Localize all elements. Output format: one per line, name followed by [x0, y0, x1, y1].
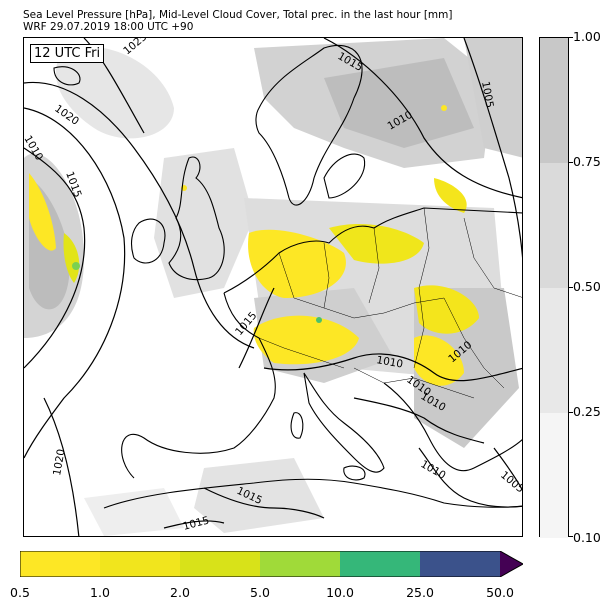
cloud-tick-label: 0.25	[573, 404, 601, 419]
cloud-tick-label: 0.75	[573, 154, 601, 169]
chart-subtitle: WRF 29.07.2019 18:00 UTC +90	[23, 21, 194, 33]
precipitation-layer	[29, 105, 479, 386]
precip-segment	[180, 551, 260, 577]
cloud-segment	[540, 288, 568, 413]
precipitation-colorbar	[20, 551, 523, 577]
precip-segment	[100, 551, 180, 577]
isobar-label: 1005	[479, 80, 495, 108]
isobar-label: 1020	[51, 448, 67, 476]
cloud-tick-mark	[569, 536, 573, 537]
map-canvas: 1025 1020 1010 1015 1015 1005 1010 1015 …	[24, 38, 522, 536]
precip-tick-label: 50.0	[486, 585, 514, 600]
precip-segment	[340, 551, 420, 577]
precip-segment	[20, 551, 100, 577]
precip-extend-arrow	[500, 551, 523, 577]
cloud-segment	[540, 413, 568, 538]
cloud-segment	[540, 38, 568, 163]
precip-tick-label: 1.0	[90, 585, 110, 600]
precip-segment	[260, 551, 340, 577]
precip-tick-label: 0.5	[10, 585, 30, 600]
cloud-tick-mark	[569, 412, 573, 413]
isobar-labels: 1025 1020 1010 1015 1015 1005 1010 1015 …	[24, 38, 522, 533]
weather-map: 1025 1020 1010 1015 1015 1005 1010 1015 …	[23, 37, 523, 537]
cloud-tick-label: 0.10	[573, 530, 601, 545]
isobar-label: 1010	[375, 354, 403, 370]
precip-tick-label: 2.0	[170, 585, 190, 600]
cloud-tick-label: 0.50	[573, 279, 601, 294]
cloud-tick-mark	[569, 162, 573, 163]
precip-tick-label: 10.0	[326, 585, 354, 600]
coastline-layer	[53, 44, 522, 509]
precip-segment	[420, 551, 500, 577]
chart-title: Sea Level Pressure [hPa], Mid-Level Clou…	[23, 9, 453, 21]
cloud-tick-mark	[569, 37, 573, 38]
precip-tick-label: 5.0	[250, 585, 270, 600]
border-layer	[258, 207, 522, 399]
isobar-layer	[24, 38, 522, 536]
valid-time-label: 12 UTC Fri	[30, 44, 105, 63]
cloud-tick-mark	[569, 287, 573, 288]
cloud-segment	[540, 163, 568, 288]
precip-tick-label: 25.0	[406, 585, 434, 600]
cloud-cover-colorbar	[539, 37, 569, 538]
cloud-tick-label: 1.00	[573, 29, 601, 44]
